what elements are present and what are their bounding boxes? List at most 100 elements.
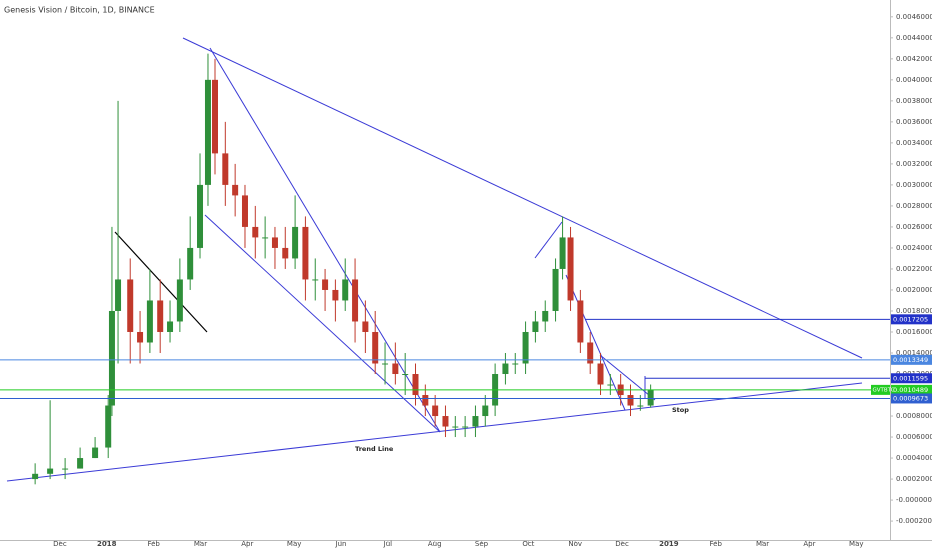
candle-body bbox=[187, 247, 194, 280]
candle-body bbox=[402, 374, 409, 376]
candle-body bbox=[92, 447, 99, 459]
candle-body bbox=[542, 310, 549, 322]
candle-body bbox=[232, 184, 239, 196]
price-label-box bbox=[891, 373, 932, 384]
price-label: 0.0011595 bbox=[893, 374, 928, 382]
candle-body bbox=[559, 237, 566, 269]
candle-body bbox=[552, 268, 559, 311]
price-label: 0.0009673 bbox=[893, 394, 928, 402]
candle-body bbox=[167, 321, 174, 332]
y-tick-label: 0.0030000 bbox=[896, 181, 932, 189]
candles bbox=[32, 53, 654, 485]
candle-body bbox=[222, 153, 229, 185]
candle-body bbox=[241, 195, 248, 227]
candle-body bbox=[262, 237, 269, 239]
candle-body bbox=[362, 321, 369, 332]
trend-line bbox=[534, 221, 563, 259]
x-tick-label: Oct bbox=[522, 540, 534, 548]
candle-body bbox=[271, 237, 278, 248]
candle-body bbox=[432, 405, 439, 417]
x-tick-label: Nov bbox=[568, 540, 582, 548]
trend-line bbox=[209, 47, 441, 433]
price-label-box bbox=[891, 384, 932, 395]
trend-line bbox=[599, 354, 656, 401]
price-label: 0.0013349 bbox=[893, 356, 928, 364]
trend-line bbox=[565, 274, 626, 411]
candle-body bbox=[392, 363, 399, 375]
annotation: Trend Line bbox=[355, 445, 394, 453]
candle-body bbox=[282, 247, 289, 259]
price-label-box bbox=[891, 393, 932, 404]
candle-body bbox=[577, 300, 584, 343]
candle-body bbox=[452, 426, 459, 428]
y-tick-label: 0.0040000 bbox=[896, 76, 932, 84]
x-tick-label: Dec bbox=[53, 540, 67, 548]
y-tick-label: 0.0018000 bbox=[896, 307, 932, 315]
candle-body bbox=[302, 226, 309, 280]
candle-body bbox=[422, 395, 429, 406]
candle-body bbox=[252, 226, 259, 238]
series-name: GVTBTC bbox=[873, 387, 895, 393]
x-tick-label: Sep bbox=[475, 540, 489, 548]
annotation: Stop bbox=[672, 406, 689, 414]
candle-body bbox=[512, 363, 519, 365]
candle-body bbox=[332, 289, 339, 301]
x-tick-label: May bbox=[849, 540, 863, 548]
y-tick-label: 0.0024000 bbox=[896, 244, 932, 252]
candle-body bbox=[352, 279, 359, 322]
x-tick-label: Aug bbox=[428, 540, 442, 548]
y-tick-label: 0.0008000 bbox=[896, 412, 932, 420]
candle-body bbox=[482, 405, 489, 417]
x-tick-label: 2018 bbox=[97, 540, 117, 548]
trend-line bbox=[6, 382, 863, 482]
candle-body bbox=[108, 310, 115, 406]
x-tick-label: Dec bbox=[615, 540, 629, 548]
candle-body bbox=[647, 389, 654, 406]
x-tick-label: Feb bbox=[710, 540, 723, 548]
trend-line bbox=[114, 231, 208, 333]
y-tick-label: 0.0034000 bbox=[896, 139, 932, 147]
candle-body bbox=[502, 363, 509, 375]
candle-body bbox=[62, 468, 69, 470]
y-tick-label: -0.0002000 bbox=[896, 517, 932, 525]
candle-body bbox=[47, 468, 54, 474]
candle-body bbox=[157, 300, 164, 332]
candle-body bbox=[146, 300, 153, 343]
price-label: 0.0010489 bbox=[893, 386, 928, 394]
chart-title: Genesis Vision / Bitcoin, 1D, BINANCE bbox=[4, 6, 155, 15]
y-tick-label: 0.0044000 bbox=[896, 34, 932, 42]
candle-body bbox=[176, 279, 183, 322]
candle-body bbox=[204, 79, 211, 185]
y-tick-label: 0.0042000 bbox=[896, 55, 932, 63]
trend-line bbox=[204, 214, 441, 433]
candle-body bbox=[597, 363, 604, 385]
candle-body bbox=[587, 342, 594, 364]
price-label-box bbox=[891, 314, 932, 325]
candle-body bbox=[637, 405, 644, 407]
trend-line bbox=[182, 37, 863, 359]
candle-body bbox=[442, 416, 449, 427]
y-tick-label: 0.0014000 bbox=[896, 349, 932, 357]
x-tick-label: Apr bbox=[803, 540, 815, 548]
y-tick-label: 0.0032000 bbox=[896, 160, 932, 168]
y-tick-label: 0.0002000 bbox=[896, 475, 932, 483]
candle-body bbox=[412, 374, 419, 396]
y-tick-label: 0.0028000 bbox=[896, 202, 932, 210]
candle-body bbox=[522, 331, 529, 364]
candle-body bbox=[127, 279, 134, 332]
candle-body bbox=[115, 279, 122, 311]
candle-body bbox=[77, 458, 84, 469]
candle-body bbox=[627, 395, 634, 406]
x-tick-label: Feb bbox=[147, 540, 160, 548]
candle-body bbox=[292, 226, 299, 259]
candle-body bbox=[105, 405, 112, 448]
y-tick-label: 0.0046000 bbox=[896, 13, 932, 21]
y-tick-label: 0.0036000 bbox=[896, 118, 932, 126]
drawings bbox=[6, 37, 863, 482]
x-tick-label: Jun bbox=[335, 540, 347, 548]
candle-body bbox=[567, 237, 574, 301]
y-tick-label: 0.0016000 bbox=[896, 328, 932, 336]
candle-body bbox=[32, 473, 39, 480]
